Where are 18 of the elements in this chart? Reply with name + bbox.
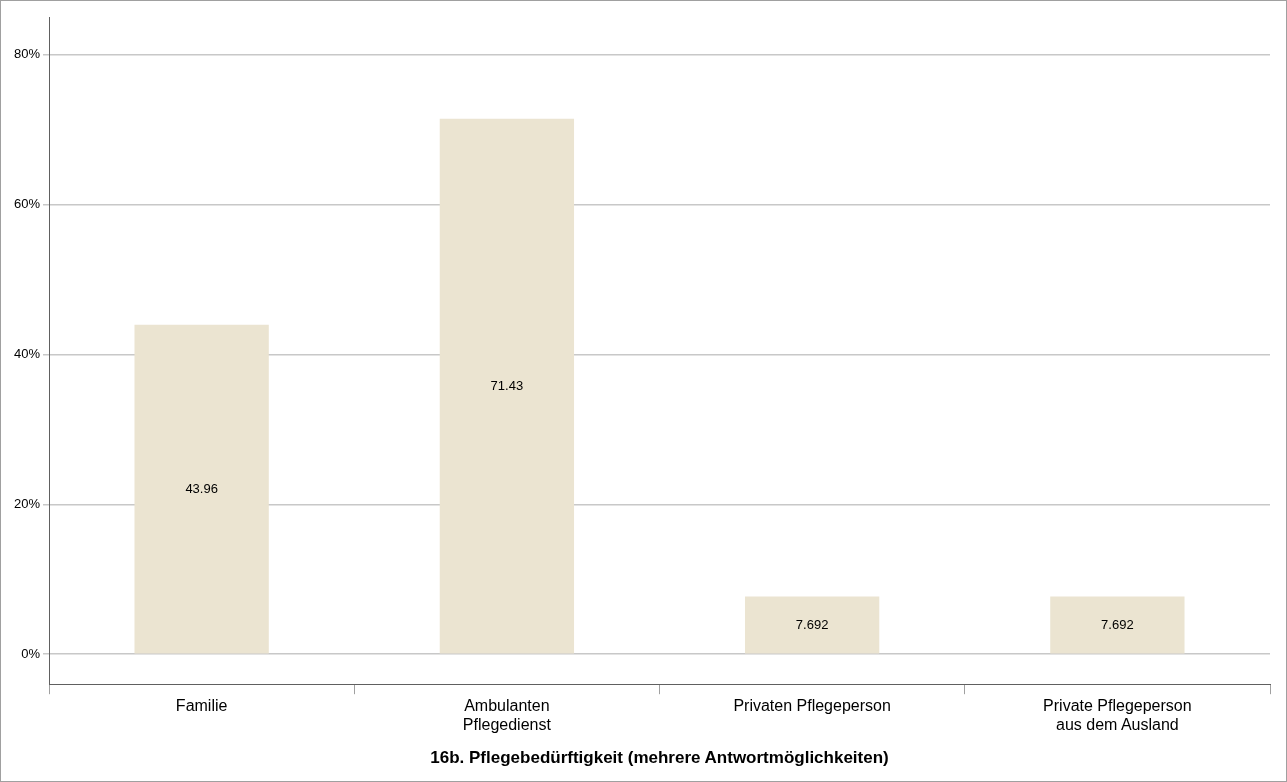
y-tick-label: 40% [13,345,41,361]
data-label: 7.692 [795,616,829,632]
bar [744,596,880,654]
bar [439,118,575,654]
data-label: 7.692 [1101,616,1134,632]
x-tick-label: Private Pflegeperson aus dem Ausland [1043,697,1192,734]
bar [134,324,269,654]
y-tick-label: 60% [13,195,41,211]
x-tick-label: Privaten Pflegeperson [733,697,891,715]
x-tick-label: Ambulanten Pflegedienst [462,697,552,734]
x-tick-label: Familie [175,697,228,715]
bar [1050,596,1185,654]
y-tick-label: 20% [13,495,41,511]
y-tick-label: 80% [13,46,41,62]
data-label: 71.43 [490,377,524,393]
x-axis-title: 16b. Pflegebedürftigkeit (mehrere Antwortmöglichkeiten) [430,748,889,768]
data-label: 43.96 [185,480,218,496]
y-tick-label: 0% [21,645,41,661]
